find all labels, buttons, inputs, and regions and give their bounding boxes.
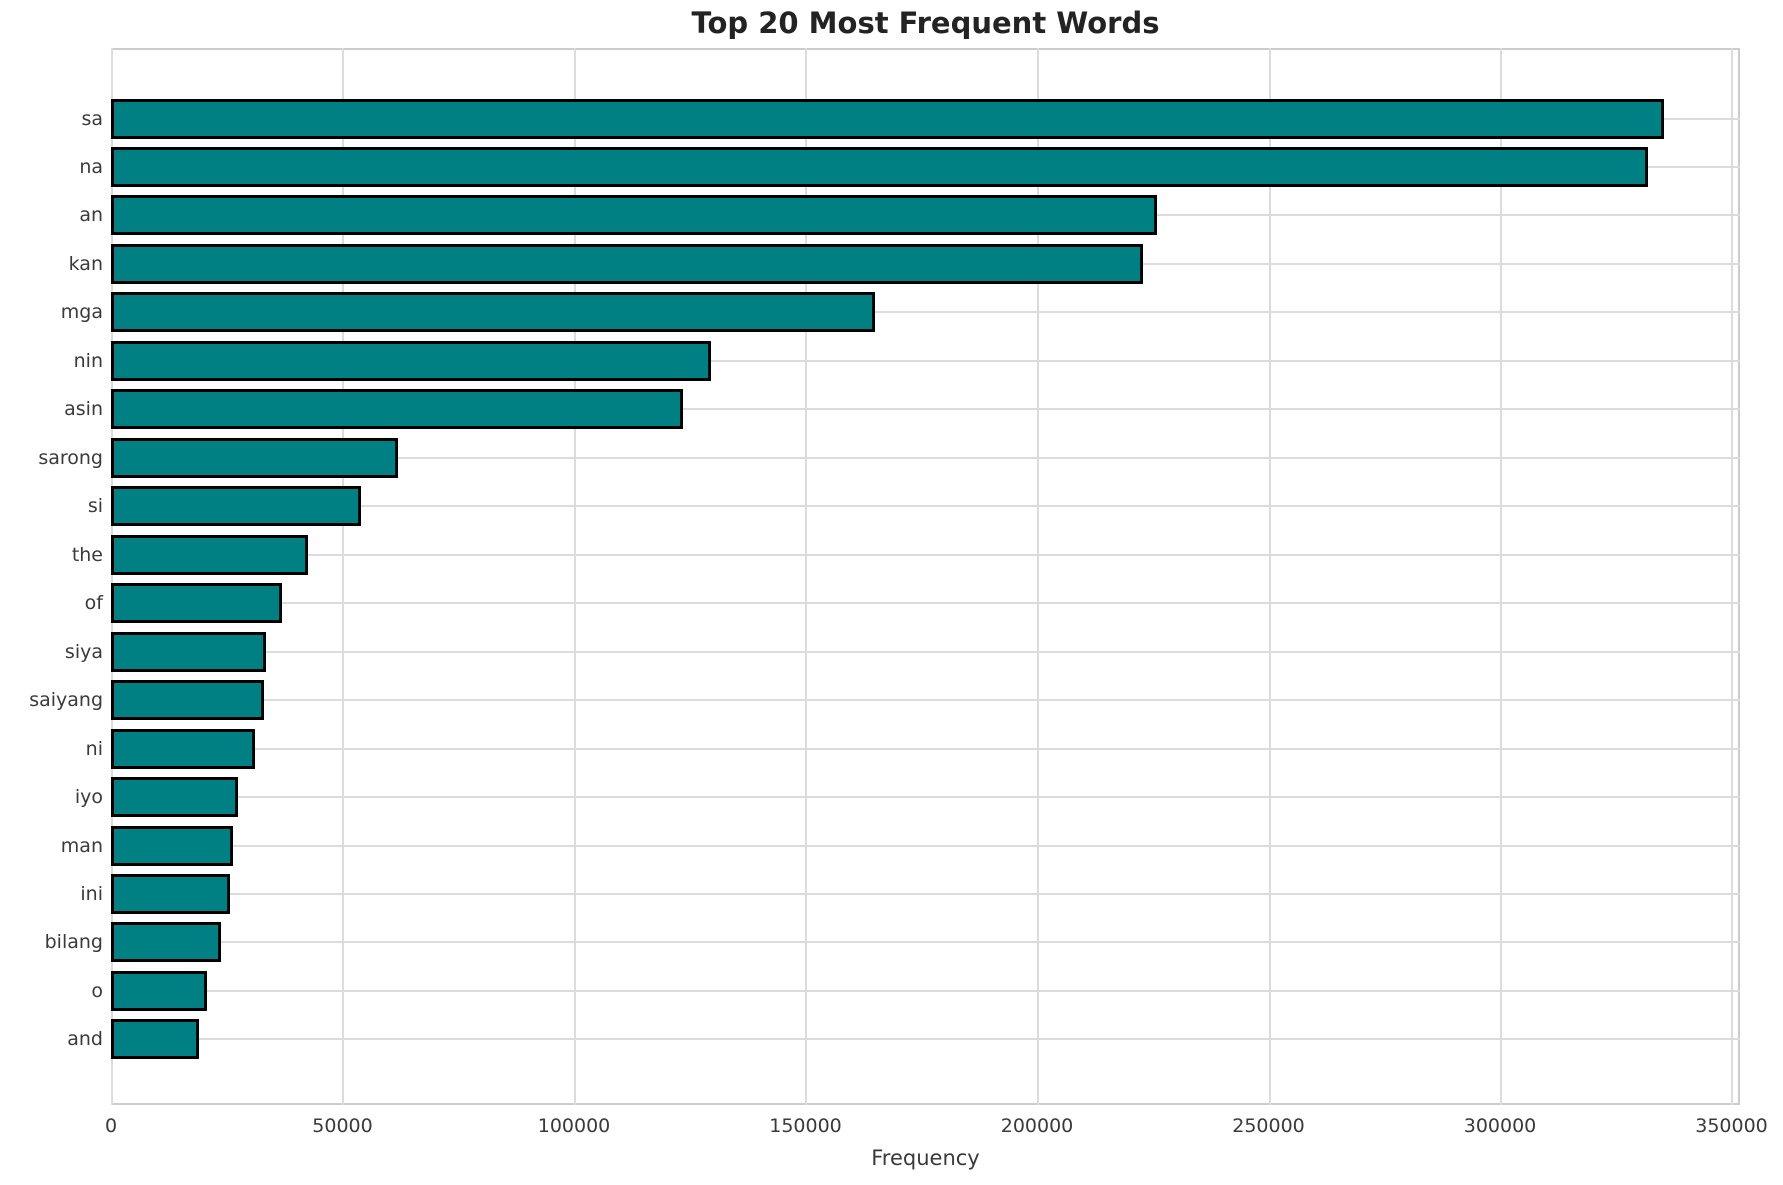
y-tick-label: of [84,592,103,615]
y-tick-label: iyo [74,786,103,809]
y-tick-label: ni [85,737,103,760]
v-gridline [1731,48,1733,1105]
y-tick-label: bilang [44,931,103,954]
h-gridline [111,893,1740,896]
bar-nin [111,340,711,381]
plot-area [111,48,1740,1105]
y-tick-label: ini [80,883,103,906]
x-tick-label: 100000 [537,1115,611,1137]
x-tick-label: 200000 [1000,1115,1074,1137]
v-gridline [342,48,344,1105]
y-tick-label: an [79,204,103,227]
x-tick-label: 50000 [312,1115,373,1137]
bar-o [111,970,207,1011]
x-axis-title: Frequency [871,1146,980,1170]
bar-sa [111,98,1664,139]
bar-mga [111,292,875,333]
bar-si [111,486,361,527]
bar-saiyang [111,680,264,721]
y-tick-label: siya [64,640,103,663]
y-tick-label: na [79,155,103,178]
y-tick-label: nin [73,349,103,372]
bar-sarong [111,437,398,478]
spine-top [111,48,1740,50]
y-tick-label: sarong [38,446,103,469]
h-gridline [111,796,1740,799]
h-gridline [111,989,1740,992]
chart-title: Top 20 Most Frequent Words [691,6,1160,40]
h-gridline [111,941,1740,944]
y-tick-label: man [60,834,103,857]
v-gridline [805,48,807,1105]
bar-iyo [111,777,238,818]
h-gridline [111,408,1740,411]
h-gridline [111,456,1740,459]
v-gridline [1269,48,1271,1105]
v-gridline [574,48,576,1105]
bar-and [111,1019,199,1060]
h-gridline [111,311,1740,314]
h-gridline [111,747,1740,750]
bar-siya [111,631,266,672]
h-gridline [111,602,1740,605]
x-tick-label: 150000 [769,1115,842,1137]
y-tick-label: and [67,1028,103,1051]
bar-ni [111,728,255,769]
h-gridline [111,359,1740,362]
h-gridline [111,844,1740,847]
h-gridline [111,650,1740,653]
bar-man [111,825,233,866]
bar-an [111,195,1157,236]
bar-asin [111,389,683,430]
x-tick-label: 300000 [1463,1115,1537,1137]
y-tick-label: sa [81,107,103,130]
v-gridline [1037,48,1039,1105]
y-tick-label: si [87,495,103,518]
x-tick-label: 350000 [1695,1115,1768,1137]
h-gridline [111,1038,1740,1041]
bar-bilang [111,922,221,963]
y-tick-label: kan [68,252,103,275]
y-tick-label: asin [64,398,103,421]
spine-bottom [111,1103,1740,1105]
x-tick-label: 250000 [1232,1115,1305,1137]
bar-the [111,534,308,575]
h-gridline [111,553,1740,556]
bar-of [111,583,282,624]
bar-ini [111,874,230,915]
bar-na [111,146,1648,187]
h-gridline [111,505,1740,508]
v-gridline [111,48,113,1105]
spine-right [1738,48,1740,1105]
h-gridline [111,699,1740,702]
v-gridline [1500,48,1502,1105]
y-tick-label: the [71,543,103,566]
x-tick-label: 0 [104,1115,118,1137]
bar-kan [111,243,1143,284]
y-tick-label: saiyang [29,689,103,712]
y-tick-label: o [91,979,103,1002]
y-tick-label: mga [60,301,103,324]
